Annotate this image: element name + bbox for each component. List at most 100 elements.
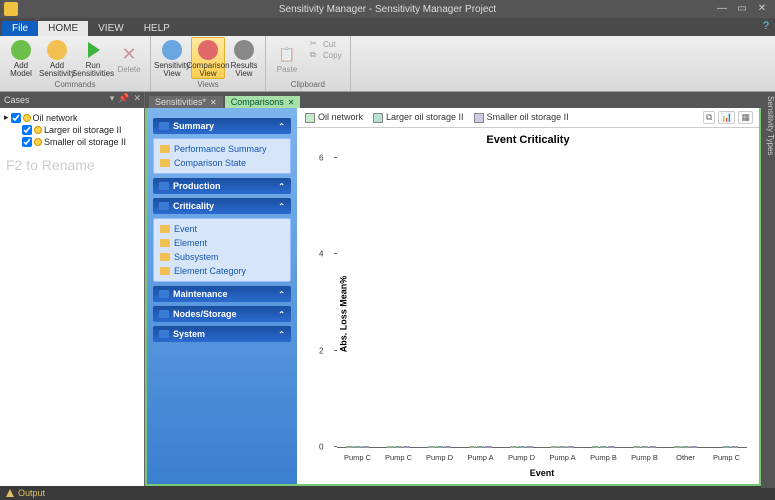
section-maintenance[interactable]: Maintenance⌃ <box>153 286 291 302</box>
bar-group: Pump D <box>419 446 460 448</box>
results-view-icon <box>234 40 254 60</box>
nav-item[interactable]: Performance Summary <box>156 142 288 156</box>
folder-icon <box>160 239 170 247</box>
add-sensitivity-button[interactable]: AddSensitivity <box>40 37 74 79</box>
rename-hint: F2 to Rename <box>0 151 144 179</box>
ribbon: AddModelAddSensitivityRunSensitivities✕D… <box>0 36 775 92</box>
legend-swatch <box>474 113 484 123</box>
close-button[interactable]: ✕ <box>753 1 771 15</box>
tab-file[interactable]: File <box>2 21 38 36</box>
chevron-icon: ⌃ <box>278 182 285 191</box>
legend-swatch <box>373 113 383 123</box>
document-area: Sensitivities*✕ Comparisons✕ Sensitivity… <box>145 92 775 486</box>
folder-icon <box>159 310 169 318</box>
bar <box>649 446 656 448</box>
x-tick-label: Pump C <box>713 453 740 462</box>
nav-item[interactable]: Comparison State <box>156 156 288 170</box>
folder-icon <box>159 182 169 190</box>
section-system[interactable]: System⌃ <box>153 326 291 342</box>
run-sensitivities-button[interactable]: RunSensitivities <box>76 37 110 79</box>
tab-view[interactable]: VIEW <box>88 21 134 36</box>
bar <box>559 446 566 448</box>
copy-button[interactable]: ⧉Copy <box>310 50 342 60</box>
results-view-button[interactable]: ResultsView <box>227 37 261 79</box>
add-model-icon <box>11 40 31 60</box>
chart-legend: Oil networkLarger oil storage IISmaller … <box>297 108 759 128</box>
bars: Pump CPump CPump DPump APump DPump APump… <box>337 158 747 448</box>
tree-root[interactable]: ▸ Oil network <box>4 111 140 124</box>
folder-icon <box>159 290 169 298</box>
bar-group: Pump A <box>542 446 583 448</box>
side-tab-sensitivity-types[interactable]: Sensitivity Types <box>761 92 775 488</box>
close-icon[interactable]: ✕ <box>288 98 295 107</box>
delete-icon: ✕ <box>119 44 139 64</box>
folder-icon <box>159 202 169 210</box>
workarea: Summary⌃ Performance SummaryComparison St… <box>145 108 761 486</box>
paste-button[interactable]: 📋 Paste <box>270 37 304 79</box>
panel-menu-icon[interactable]: ▾ <box>110 93 115 104</box>
nav-item[interactable]: Element <box>156 236 288 250</box>
close-icon[interactable]: ✕ <box>210 98 217 107</box>
group-label-views: Views <box>197 80 218 90</box>
output-icon <box>6 489 14 497</box>
add-model-button[interactable]: AddModel <box>4 37 38 79</box>
tool-chart-icon[interactable]: 📊 <box>718 111 735 124</box>
tool-copy-icon[interactable]: ⧉ <box>703 111 715 124</box>
y-tick: 4 <box>319 250 323 259</box>
bar-group: Pump C <box>706 446 747 448</box>
tool-grid-icon[interactable]: ▦ <box>738 111 753 124</box>
panel-close-icon[interactable]: ✕ <box>133 93 141 104</box>
window-title: Sensitivity Manager - Sensitivity Manage… <box>279 4 496 15</box>
add-sensitivity-icon <box>47 40 67 60</box>
tab-comparisons[interactable]: Comparisons✕ <box>225 96 301 108</box>
section-summary[interactable]: Summary⌃ <box>153 118 291 134</box>
bar <box>682 446 689 448</box>
nav-item[interactable]: Event <box>156 222 288 236</box>
legend-swatch <box>305 113 315 123</box>
bar-group: Pump B <box>624 446 665 448</box>
tree-child[interactable]: Larger oil storage II <box>4 124 140 136</box>
child-checkbox[interactable] <box>22 137 32 147</box>
cut-button[interactable]: ✂Cut <box>310 39 342 49</box>
tree-child[interactable]: Smaller oil storage II <box>4 136 140 148</box>
delete-button[interactable]: ✕Delete <box>112 37 146 79</box>
bar <box>510 446 517 448</box>
bar <box>362 446 369 448</box>
y-tick: 6 <box>319 154 323 163</box>
main-area: Cases ▾📌✕ ▸ Oil network Larger oil stora… <box>0 92 775 486</box>
minimize-button[interactable]: — <box>713 1 731 15</box>
section-nodes[interactable]: Nodes/Storage⌃ <box>153 306 291 322</box>
bar <box>436 446 443 448</box>
root-checkbox[interactable] <box>11 113 21 123</box>
sensitivity-view-button[interactable]: SensitivityView <box>155 37 189 79</box>
section-body-summary: Performance SummaryComparison State <box>153 138 291 174</box>
panel-pin-icon[interactable]: 📌 <box>118 93 129 104</box>
nav-item[interactable]: Subsystem <box>156 250 288 264</box>
sensitivity-view-icon <box>162 40 182 60</box>
folder-icon <box>160 253 170 261</box>
tab-home[interactable]: HOME <box>38 21 88 36</box>
bar <box>608 446 615 448</box>
x-tick-label: Pump C <box>344 453 371 462</box>
bar <box>518 446 525 448</box>
tab-help[interactable]: HELP <box>134 21 180 36</box>
title-bar: Sensitivity Manager - Sensitivity Manage… <box>0 0 775 18</box>
comparison-view-button[interactable]: ComparisonView <box>191 37 225 79</box>
maximize-button[interactable]: ▭ <box>733 1 751 15</box>
comparison-view-icon <box>198 40 218 60</box>
bulb-icon <box>34 126 42 134</box>
output-bar[interactable]: Output <box>0 486 775 500</box>
bar <box>403 446 410 448</box>
expand-icon[interactable]: ▸ <box>4 112 9 123</box>
nav-item[interactable]: Element Category <box>156 264 288 278</box>
tab-sensitivities[interactable]: Sensitivities*✕ <box>149 96 223 108</box>
bar-group: Pump B <box>583 446 624 448</box>
x-tick-label: Pump A <box>549 453 575 462</box>
run-sensitivities-icon <box>83 40 103 60</box>
child-checkbox[interactable] <box>22 125 32 135</box>
y-tick: 2 <box>319 346 323 355</box>
x-axis-label: Event <box>530 468 555 478</box>
help-icon[interactable]: ? <box>763 20 769 32</box>
section-production[interactable]: Production⌃ <box>153 178 291 194</box>
section-criticality[interactable]: Criticality⌃ <box>153 198 291 214</box>
